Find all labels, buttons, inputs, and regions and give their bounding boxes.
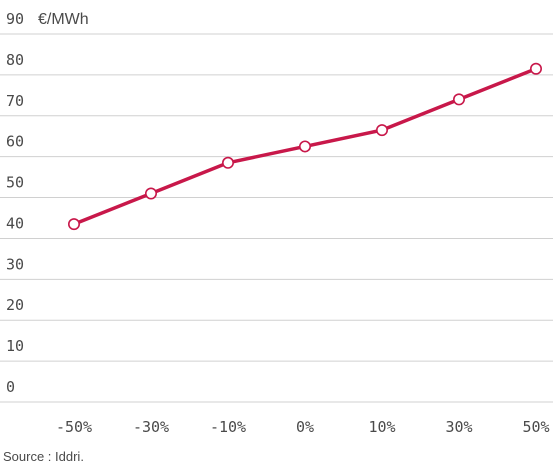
x-tick-label-2: -10% bbox=[210, 418, 246, 436]
x-tick-label-1: -30% bbox=[133, 418, 169, 436]
y-tick-label-60: 60 bbox=[6, 133, 24, 151]
y-tick-label-90: 90 bbox=[6, 10, 24, 28]
x-tick-label-5: 30% bbox=[445, 418, 472, 436]
data-point-4 bbox=[375, 124, 388, 137]
gridlines bbox=[0, 33, 553, 403]
data-point-1 bbox=[145, 187, 158, 200]
data-point-2 bbox=[222, 156, 235, 169]
y-tick-label-40: 40 bbox=[6, 214, 24, 232]
y-tick-label-10: 10 bbox=[6, 337, 24, 355]
data-point-5 bbox=[452, 93, 465, 106]
y-axis-unit-label: €/MWh bbox=[38, 11, 89, 28]
y-tick-label-80: 80 bbox=[6, 51, 24, 69]
y-tick-label-0: 0 bbox=[6, 378, 15, 396]
y-tick-label-30: 30 bbox=[6, 255, 24, 273]
data-point-6 bbox=[529, 62, 542, 75]
y-tick-label-50: 50 bbox=[6, 174, 24, 192]
x-tick-label-6: 50% bbox=[522, 418, 549, 436]
x-tick-label-4: 10% bbox=[368, 418, 395, 436]
y-tick-label-20: 20 bbox=[6, 296, 24, 314]
series-layer bbox=[68, 62, 542, 231]
x-tick-label-0: -50% bbox=[56, 418, 92, 436]
x-axis-tick-labels: -50% -30% -10% 0% 10% 30% 50% bbox=[56, 418, 550, 436]
y-tick-label-70: 70 bbox=[6, 92, 24, 110]
source-note: Source : Iddri. bbox=[3, 449, 84, 464]
y-axis-tick-labels: 0 10 20 30 40 50 60 70 80 90 bbox=[6, 10, 24, 396]
data-point-0 bbox=[68, 218, 81, 231]
x-tick-label-3: 0% bbox=[296, 418, 314, 436]
data-point-3 bbox=[298, 140, 311, 153]
